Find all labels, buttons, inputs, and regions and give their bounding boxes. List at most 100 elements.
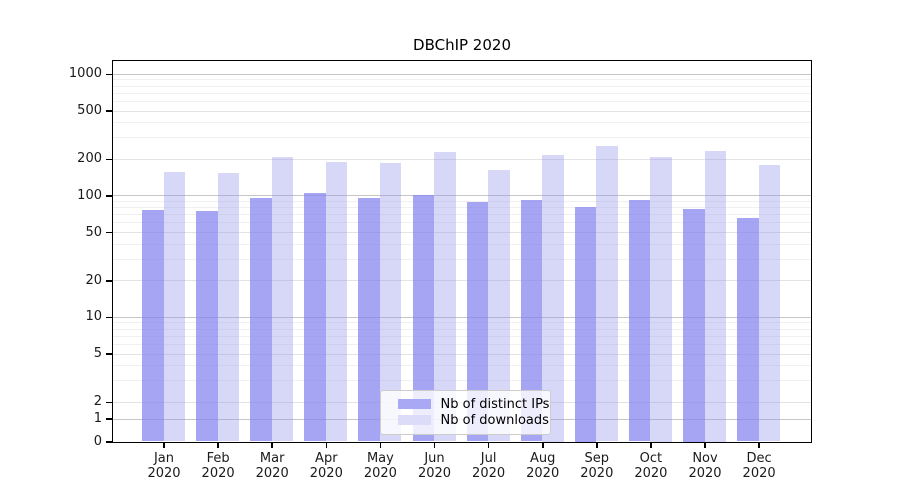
- major-gridline: [112, 280, 811, 282]
- y-tick-mark: [106, 316, 112, 319]
- bar-downloads: [650, 156, 672, 442]
- x-tick-mark: [596, 443, 598, 448]
- y-tick-mark: [106, 418, 112, 420]
- minor-gridline: [112, 92, 811, 94]
- bar-distinct-ips: [574, 206, 597, 442]
- major-gridline: [112, 73, 811, 75]
- minor-gridline: [112, 214, 811, 216]
- minor-gridline: [112, 243, 811, 245]
- legend-row: Nb of distinct IPs: [397, 397, 549, 412]
- minor-gridline: [112, 85, 811, 87]
- chart-title: DBChIP 2020: [413, 36, 511, 54]
- bar-distinct-ips: [304, 193, 326, 442]
- x-tick-mark: [433, 443, 436, 448]
- y-tick-mark: [106, 231, 112, 234]
- y-tick-mark: [106, 195, 112, 197]
- minor-gridline: [112, 200, 811, 202]
- x-tick-mark: [542, 443, 544, 448]
- major-gridline: [112, 195, 811, 197]
- x-tick-mark: [163, 443, 165, 448]
- y-tick-label: 200: [77, 151, 102, 167]
- y-tick-label: 1000: [68, 66, 102, 82]
- bar-distinct-ips: [737, 218, 759, 442]
- x-tick-label: Apr 2020: [309, 451, 343, 481]
- y-tick-mark: [106, 110, 112, 112]
- bar-downloads: [596, 145, 618, 442]
- minor-gridline: [112, 122, 811, 124]
- minor-gridline: [112, 258, 811, 260]
- legend-row: Nb of downloads: [397, 413, 549, 428]
- bar-distinct-ips: [142, 209, 164, 442]
- bar-downloads: [542, 154, 564, 442]
- x-tick-mark: [758, 443, 760, 448]
- y-tick-label: 500: [77, 103, 102, 118]
- x-tick-label: Jul 2020: [472, 451, 506, 481]
- y-tick-label: 0: [93, 434, 102, 449]
- x-tick-label: Jan 2020: [147, 451, 181, 481]
- x-tick-label: Feb 2020: [201, 451, 235, 481]
- legend: Nb of distinct IPs Nb of downloads: [379, 389, 551, 435]
- bar-downloads: [704, 150, 726, 442]
- minor-gridline: [112, 137, 811, 139]
- x-tick-label: Dec 2020: [742, 451, 776, 481]
- plot-area: Nb of distinct IPs Nb of downloads: [111, 59, 812, 443]
- bar-downloads: [758, 165, 781, 442]
- y-tick-label: 10: [85, 309, 102, 325]
- major-gridline: [112, 316, 811, 318]
- y-tick-label: 2: [93, 394, 102, 410]
- x-tick-mark: [704, 443, 706, 448]
- y-tick-mark: [106, 441, 112, 443]
- x-tick-label: Sep 2020: [580, 451, 614, 481]
- x-tick-label: Oct 2020: [634, 451, 668, 481]
- legend-label: Nb of distinct IPs: [440, 396, 550, 412]
- minor-gridline: [112, 322, 811, 324]
- bar-downloads: [379, 162, 402, 442]
- y-tick-mark: [106, 280, 112, 282]
- x-tick-label: Aug 2020: [526, 451, 560, 481]
- bar-downloads: [488, 169, 510, 442]
- x-tick-mark: [650, 443, 652, 448]
- minor-gridline: [112, 79, 811, 81]
- y-tick-label: 100: [77, 187, 102, 203]
- y-tick-label: 50: [85, 224, 102, 240]
- x-tick-mark: [379, 443, 382, 448]
- bar-distinct-ips: [466, 202, 489, 442]
- minor-gridline: [112, 380, 811, 382]
- minor-gridline: [112, 365, 811, 367]
- x-tick-mark: [271, 443, 273, 448]
- legend-label: Nb of downloads: [440, 412, 549, 428]
- bar-distinct-ips: [628, 200, 651, 442]
- y-tick-mark: [106, 73, 112, 76]
- x-tick-mark: [487, 443, 490, 448]
- bar-distinct-ips: [412, 195, 434, 442]
- major-gridline: [112, 232, 811, 233]
- minor-gridline: [112, 328, 811, 330]
- bar-distinct-ips: [520, 199, 543, 442]
- x-tick-mark: [217, 443, 219, 448]
- bar-distinct-ips: [358, 198, 380, 442]
- minor-gridline: [112, 207, 811, 209]
- bar-downloads: [325, 162, 348, 442]
- minor-gridline: [112, 100, 811, 102]
- major-gridline: [112, 353, 811, 355]
- minor-gridline: [112, 343, 811, 345]
- major-gridline: [112, 158, 811, 160]
- bar-distinct-ips: [683, 208, 705, 442]
- y-tick-label: 20: [85, 272, 102, 288]
- bar-downloads: [271, 157, 294, 442]
- x-tick-label: May 2020: [363, 451, 397, 481]
- legend-swatch: [397, 399, 431, 409]
- bar-downloads: [163, 172, 185, 442]
- minor-gridline: [112, 335, 811, 337]
- y-tick-label: 5: [93, 346, 102, 361]
- x-tick-label: Nov 2020: [688, 451, 722, 481]
- x-tick-label: Mar 2020: [255, 451, 289, 481]
- x-tick-mark: [325, 443, 328, 448]
- bar-distinct-ips: [196, 210, 218, 442]
- y-tick-mark: [106, 158, 112, 161]
- y-tick-mark: [106, 401, 112, 404]
- y-tick-mark: [106, 353, 112, 355]
- legend-swatch: [397, 415, 431, 425]
- bar-distinct-ips: [250, 198, 272, 442]
